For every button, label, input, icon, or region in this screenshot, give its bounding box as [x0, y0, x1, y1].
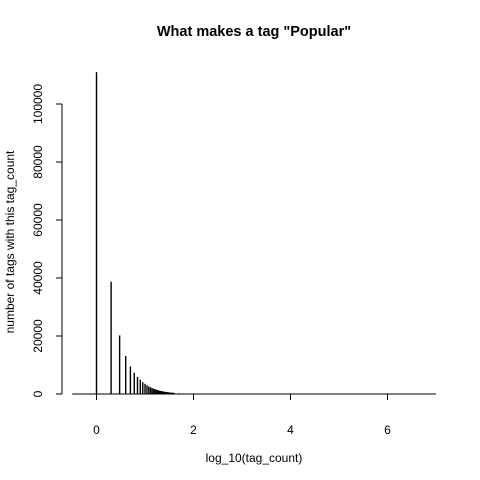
y-tick-label: 60000	[31, 203, 45, 237]
chart-title: What makes a tag "Popular"	[157, 24, 351, 40]
x-tick-label: 2	[190, 423, 197, 437]
x-axis-label: log_10(tag_count)	[206, 451, 303, 465]
x-axis: 0 2 4 6	[72, 393, 436, 437]
bars-group	[95, 72, 403, 394]
x-tick-label: 4	[287, 423, 294, 437]
y-axis-label: number of tags with this tag_count	[3, 150, 17, 333]
y-tick-label: 80000	[31, 145, 45, 179]
x-tick-label: 6	[384, 423, 391, 437]
y-tick-label: 0	[31, 390, 45, 397]
y-tick-label: 20000	[31, 319, 45, 353]
y-tick-label: 40000	[31, 261, 45, 295]
y-tick-label: 100000	[31, 84, 45, 124]
x-tick-label: 0	[93, 423, 100, 437]
y-axis: 0 20000 40000 60000 80000 100000	[31, 84, 63, 397]
